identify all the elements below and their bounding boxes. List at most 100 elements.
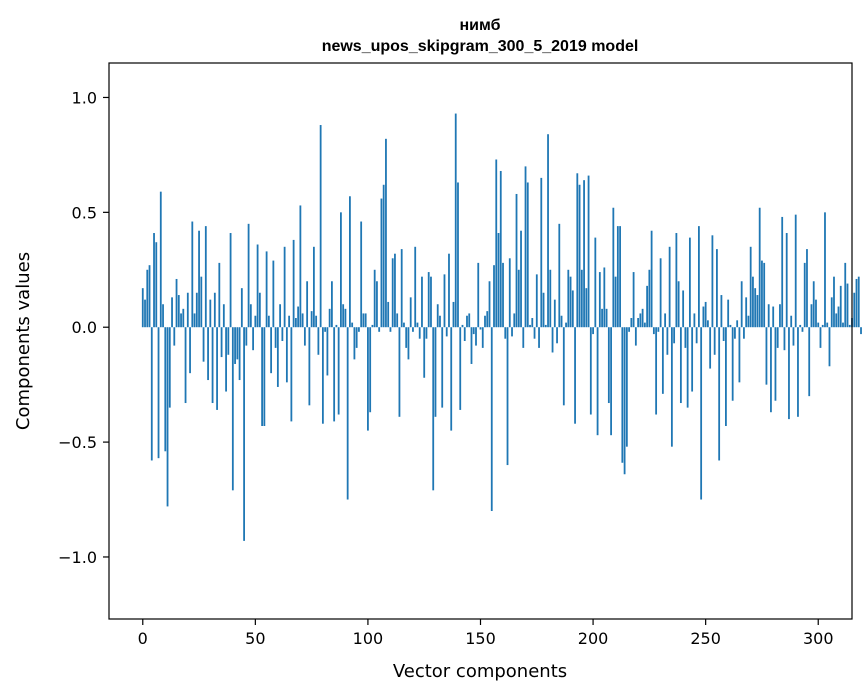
bar <box>290 327 293 422</box>
bar <box>720 295 723 328</box>
bar <box>853 292 856 328</box>
bar <box>657 327 660 332</box>
bar <box>207 327 209 381</box>
bar <box>569 276 572 328</box>
bar <box>743 327 745 339</box>
bar <box>344 308 347 328</box>
bar <box>607 327 610 404</box>
bar <box>493 265 495 328</box>
bar <box>355 327 358 348</box>
bar <box>229 233 232 328</box>
bar <box>409 297 412 328</box>
bar <box>211 327 214 404</box>
chart-title: нимб <box>459 17 500 34</box>
bar <box>643 322 646 328</box>
bar <box>661 327 664 394</box>
bar <box>542 292 545 328</box>
bar <box>434 327 437 417</box>
bar <box>362 313 365 328</box>
bar <box>466 315 468 328</box>
bar <box>468 313 471 328</box>
bar <box>441 327 444 408</box>
bar <box>810 304 813 328</box>
bar <box>189 327 191 374</box>
bar <box>148 265 151 328</box>
bar <box>601 308 603 328</box>
bar <box>421 276 423 328</box>
bar <box>833 276 835 328</box>
bar <box>394 253 396 328</box>
bar <box>459 327 462 410</box>
bar <box>578 184 581 328</box>
bar <box>675 233 678 328</box>
bar <box>844 262 847 328</box>
bar <box>166 327 169 507</box>
bar <box>358 327 360 332</box>
bar <box>639 313 642 328</box>
bar <box>664 313 667 328</box>
bar <box>754 288 757 328</box>
bar <box>351 322 354 328</box>
bar <box>247 223 250 328</box>
bar <box>738 327 741 383</box>
x-axis-label: Vector components <box>393 661 567 682</box>
bar <box>819 327 822 348</box>
bar <box>652 327 655 335</box>
bar <box>630 318 633 328</box>
bar <box>364 313 367 328</box>
bar <box>461 324 464 328</box>
bar <box>783 327 786 351</box>
bar <box>535 274 538 328</box>
plot-area-frame <box>108 62 853 620</box>
bar <box>141 288 144 328</box>
bar <box>414 246 417 328</box>
bar <box>540 177 543 328</box>
bar <box>846 283 849 328</box>
bar <box>650 230 653 328</box>
bar <box>159 191 162 328</box>
bar <box>252 327 254 351</box>
bar <box>547 134 549 328</box>
bar <box>585 288 588 328</box>
bar <box>216 327 218 410</box>
bar <box>231 327 234 491</box>
bar <box>763 262 766 328</box>
bar <box>412 327 414 332</box>
bar <box>646 285 649 328</box>
bar <box>562 327 565 406</box>
bar <box>571 290 574 328</box>
bar <box>560 315 563 328</box>
bar <box>790 315 793 328</box>
bar <box>407 327 410 360</box>
bar <box>848 324 851 328</box>
bar <box>225 327 227 392</box>
bar <box>472 327 475 335</box>
bar <box>204 226 207 328</box>
y-axis: −1.0 −0.5 0.0 0.5 1.0 <box>58 88 109 567</box>
bar <box>695 327 698 344</box>
bar <box>245 327 248 346</box>
bar <box>321 327 324 424</box>
bar <box>549 269 552 328</box>
bar <box>391 258 394 328</box>
bar <box>360 221 363 328</box>
bar <box>616 226 619 328</box>
bar <box>725 327 727 426</box>
bar <box>373 269 376 328</box>
bar <box>249 304 252 328</box>
bar <box>380 198 383 328</box>
bar <box>180 313 182 328</box>
bar <box>488 281 491 328</box>
bar <box>299 205 302 328</box>
bar <box>752 276 754 328</box>
bar <box>310 311 313 328</box>
bar <box>486 311 489 328</box>
bar <box>583 180 585 328</box>
bar <box>200 276 203 328</box>
bar <box>544 324 547 328</box>
bar <box>619 226 621 328</box>
bar <box>727 299 730 328</box>
bar <box>772 306 775 328</box>
bar <box>423 327 426 378</box>
bar <box>353 327 356 360</box>
